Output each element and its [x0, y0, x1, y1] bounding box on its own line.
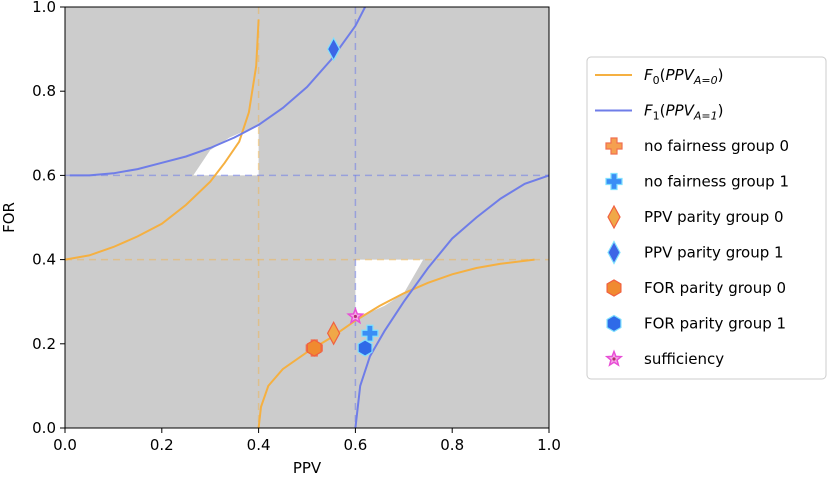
- legend-label: F1(PPVA=1): [644, 102, 723, 123]
- x-tick-label-3: 0.6: [343, 436, 367, 454]
- legend-entry-8: sufficiency: [604, 349, 724, 368]
- x-tick-label-2: 0.4: [247, 436, 271, 454]
- legend-entry-3: no fairness group 1: [605, 172, 789, 191]
- y-tick-label-0: 0.0: [32, 419, 56, 437]
- y-tick-label-4: 0.8: [32, 82, 56, 100]
- plot-background: [65, 7, 549, 428]
- axes: 0.0 0.2 0.4 0.6 0.8 1.0 0.0 0.2 0.4 0.6 0.8 1.0: [32, 0, 561, 454]
- legend-label: PPV parity group 0: [644, 208, 784, 226]
- curve-series-2: [69, 7, 366, 177]
- x-tick-label-5: 1.0: [537, 436, 561, 454]
- x-tick-label-0: 0.0: [53, 436, 77, 454]
- marker-ppv-parity-group-0: [326, 321, 341, 346]
- legend-label: no fairness group 0: [644, 137, 789, 155]
- legend-marker-swatch: [605, 172, 623, 191]
- x-tick-label-4: 0.8: [440, 436, 464, 454]
- feasible-region-0: [193, 124, 259, 176]
- x-tick-label-1: 0.2: [150, 436, 174, 454]
- plot-content: [65, 7, 549, 428]
- marker-for-parity-group-0: [306, 339, 322, 357]
- y-tick-label-1: 0.2: [32, 335, 56, 353]
- marker-ppv-parity-group-1: [326, 36, 341, 62]
- legend-label: PPV parity group 1: [644, 244, 784, 262]
- y-tick-label-5: 1.0: [32, 0, 56, 16]
- y-tick-label-2: 0.4: [32, 251, 56, 269]
- legend-label: F0(PPVA=0): [644, 66, 723, 87]
- legend-entry-6: FOR parity group 0: [606, 279, 786, 297]
- legend-label: FOR parity group 1: [644, 315, 786, 333]
- y-axis-title: FOR: [0, 202, 18, 233]
- legend-label: sufficiency: [644, 350, 724, 368]
- legend-entry-4: PPV parity group 0: [607, 204, 784, 230]
- legend-entry-2: no fairness group 0: [605, 137, 789, 155]
- legend-marker-swatch: [604, 349, 624, 367]
- curve-series-0: [65, 19, 260, 261]
- legend: F0(PPVA=0) F1(PPVA=1) no fairness group 0 n…: [586, 56, 827, 380]
- marker-no-fairness-group-1: [361, 324, 379, 342]
- marker-sufficiency: [346, 306, 365, 325]
- legend-marker-swatch: [605, 137, 623, 155]
- legend-entry-7: FOR parity group 1: [606, 314, 786, 333]
- plot-frame: [64, 6, 550, 429]
- legend-marker-swatch: [606, 314, 622, 333]
- y-tick-label-3: 0.6: [32, 166, 56, 184]
- legend-box: [586, 56, 827, 380]
- marker-for-parity-group-1: [357, 339, 373, 357]
- legend-entry-5: PPV parity group 1: [607, 240, 784, 265]
- x-axis-title: PPV: [293, 459, 322, 477]
- legend-marker-swatch: [607, 204, 621, 230]
- curve-series-1: [257, 258, 535, 428]
- legend-entry-0: F0(PPVA=0): [595, 66, 723, 87]
- legend-marker-swatch: [607, 240, 621, 265]
- plot-area: [65, 7, 549, 428]
- legend-label: no fairness group 1: [644, 173, 789, 191]
- feasible-region-1: [355, 259, 424, 319]
- legend-marker-swatch: [606, 279, 622, 297]
- legend-entry-1: F1(PPVA=1): [595, 102, 723, 123]
- legend-label: FOR parity group 0: [644, 279, 786, 297]
- curve-series-3: [354, 174, 549, 428]
